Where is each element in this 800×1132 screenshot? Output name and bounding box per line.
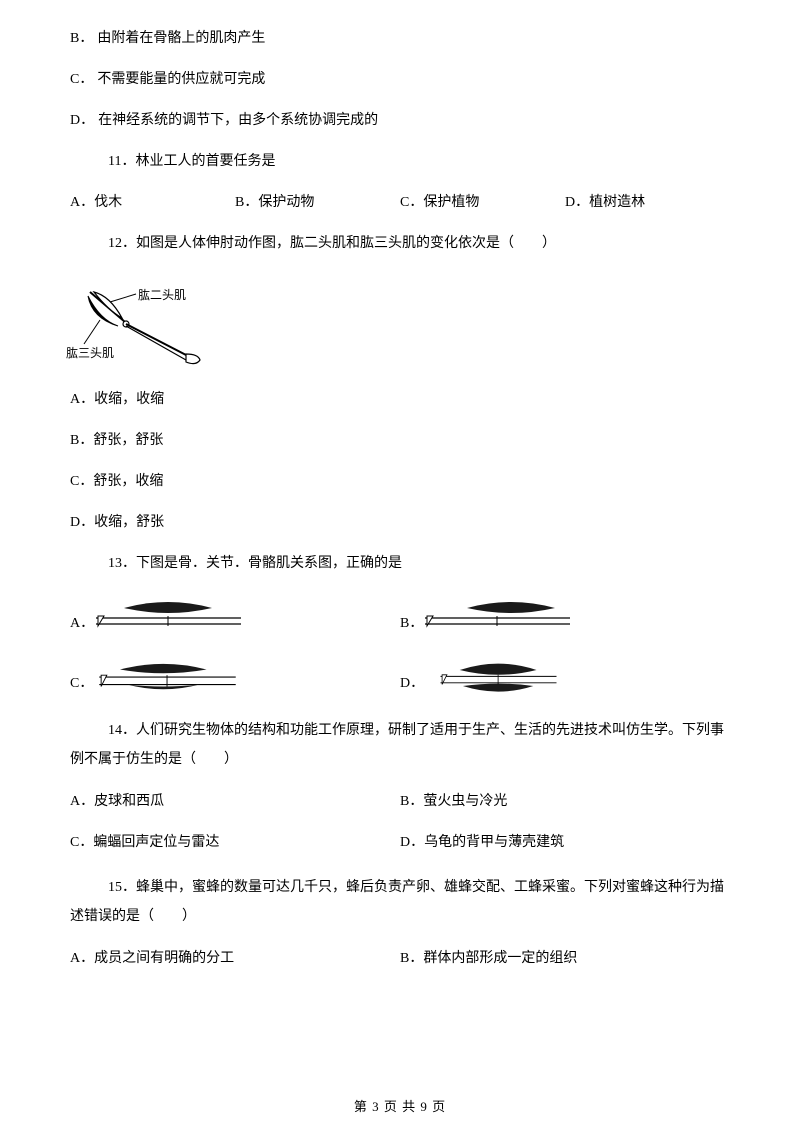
q14-option-C: C．蝙蝠回声定位与雷达 [70,832,400,853]
option-prefix: B． [70,31,93,46]
option-prefix: D． [565,195,589,210]
page-footer: 第 3 页 共 9 页 [0,1097,800,1117]
option-prefix: A． [70,794,94,809]
q10-option-C: C． 不需要能量的供应就可完成 [70,69,730,90]
option-text: 皮球和西瓜 [94,794,164,809]
muscle-diagram-D [426,662,571,694]
option-text: 保护动物 [258,195,314,210]
option-prefix: B． [400,613,423,634]
q11-stem: 11．林业工人的首要任务是 [70,151,730,172]
option-text: 植树造林 [589,195,645,210]
option-prefix: B． [400,951,423,966]
q13-option-A: A． [70,602,400,634]
q15-stem-wrap: 15．蜂巢中，蜜蜂的数量可达几千只，蜂后负责产卵、雄蜂交配、工蜂采蜜。下列对蜜蜂… [70,873,730,932]
q12-stem: 12．如图是人体伸肘动作图，肱二头肌和肱三头肌的变化依次是（ ） [70,233,730,254]
option-prefix: A． [70,392,94,407]
q15-option-A: A．成员之间有明确的分工 [70,948,400,969]
q13-option-D: D． [400,662,730,694]
q12-option-B: B．舒张，舒张 [70,430,730,451]
option-text: 由附着在骨骼上的肌肉产生 [97,31,265,46]
q12-option-D: D．收缩，舒张 [70,512,730,533]
option-prefix: C． [70,673,93,694]
option-text: 收缩，舒张 [94,515,164,530]
q14-option-B: B．萤火虫与冷光 [400,791,730,812]
option-prefix: A． [70,613,94,634]
q15-stem: 蜂巢中，蜜蜂的数量可达几千只，蜂后负责产卵、雄蜂交配、工蜂采蜜。下列对蜜蜂这种行… [70,880,724,924]
option-text: 舒张，收缩 [93,474,163,489]
q13-option-C: C． [70,662,400,694]
q14-prefix: 14． [108,723,136,738]
option-prefix: D． [70,113,94,128]
q13-option-B: B． [400,602,730,634]
q11-option-A: A．伐木 [70,192,235,213]
triceps-label: 肱三头肌 [66,344,114,362]
q13-row2: C． D． [70,662,730,694]
q10-option-B: B． 由附着在骨骼上的肌肉产生 [70,28,730,49]
q11-option-B: B．保护动物 [235,192,400,213]
q11-options: A．伐木 B．保护动物 C．保护植物 D．植树造林 [70,192,730,213]
q12-option-C: C．舒张，收缩 [70,471,730,492]
q11-option-C: C．保护植物 [400,192,565,213]
q15-options-row1: A．成员之间有明确的分工 B．群体内部形成一定的组织 [70,948,730,969]
option-text: 伐木 [94,195,122,210]
q13-stem: 13．下图是骨．关节．骨骼肌关系图，正确的是 [70,553,730,574]
q14-stem-wrap: 14．人们研究生物体的结构和功能工作原理，研制了适用于生产、生活的先进技术叫仿生… [70,716,730,775]
q14-options-row2: C．蝙蝠回声定位与雷达 D．乌龟的背甲与薄壳建筑 [70,832,730,853]
option-text: 乌龟的背甲与薄壳建筑 [424,835,564,850]
option-text: 保护植物 [423,195,479,210]
option-prefix: B． [235,195,258,210]
q12-option-A: A．收缩，收缩 [70,389,730,410]
option-text: 在神经系统的调节下，由多个系统协调完成的 [98,113,378,128]
q15-block: 15．蜂巢中，蜜蜂的数量可达几千只，蜂后负责产卵、雄蜂交配、工蜂采蜜。下列对蜜蜂… [70,873,730,969]
q15-prefix: 15． [108,880,136,895]
option-prefix: C． [400,195,423,210]
muscle-diagram-A [96,602,241,634]
option-text: 舒张，舒张 [93,433,163,448]
option-prefix: C． [70,474,93,489]
q14-block: 14．人们研究生物体的结构和功能工作原理，研制了适用于生产、生活的先进技术叫仿生… [70,716,730,853]
option-prefix: B． [400,794,423,809]
option-text: 收缩，收缩 [94,392,164,407]
option-text: 萤火虫与冷光 [423,794,507,809]
q15-option-B: B．群体内部形成一定的组织 [400,948,730,969]
option-text: 蝙蝠回声定位与雷达 [93,835,219,850]
option-text: 群体内部形成一定的组织 [423,951,577,966]
q14-options-row1: A．皮球和西瓜 B．萤火虫与冷光 [70,791,730,812]
option-prefix: A． [70,951,94,966]
q11-option-D: D．植树造林 [565,192,730,213]
option-prefix: D． [400,673,424,694]
option-text: 不需要能量的供应就可完成 [97,72,265,87]
option-text: 成员之间有明确的分工 [94,951,234,966]
option-prefix: D． [400,835,424,850]
option-prefix: D． [70,515,94,530]
biceps-label: 肱二头肌 [138,286,186,304]
muscle-diagram-B [425,602,570,634]
q14-stem: 人们研究生物体的结构和功能工作原理，研制了适用于生产、生活的先进技术叫仿生学。下… [70,723,724,767]
q13-row1: A． B． [70,602,730,634]
q14-option-D: D．乌龟的背甲与薄壳建筑 [400,832,730,853]
q10-option-D: D． 在神经系统的调节下，由多个系统协调完成的 [70,110,730,131]
option-prefix: A． [70,195,94,210]
option-prefix: C． [70,835,93,850]
muscle-diagram-C [95,662,240,694]
q12-diagram: 肱二头肌 肱三头肌 [70,274,730,369]
option-prefix: C． [70,72,93,87]
option-prefix: B． [70,433,93,448]
q14-option-A: A．皮球和西瓜 [70,791,400,812]
